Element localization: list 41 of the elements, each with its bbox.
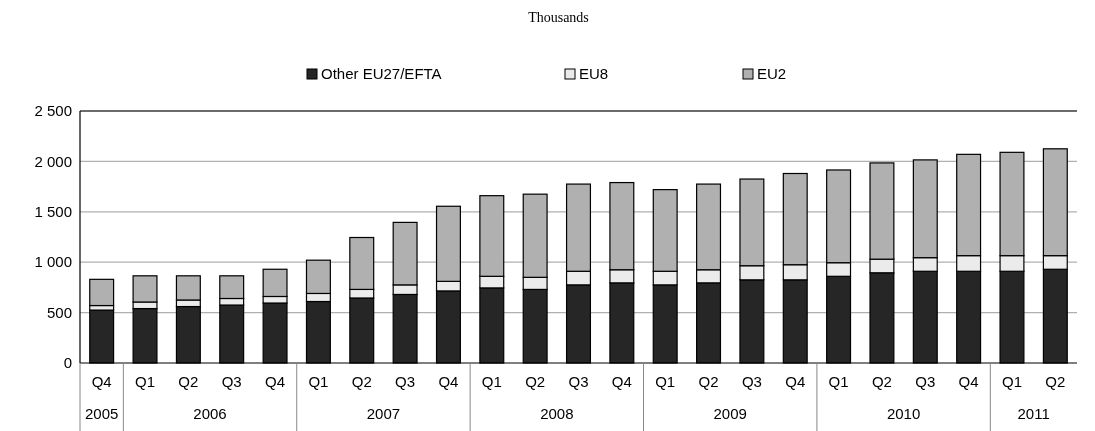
x-tick-label: Q3 bbox=[568, 373, 589, 390]
y-tick-label: 500 bbox=[46, 303, 72, 321]
x-tick-label: Q2 bbox=[1045, 373, 1066, 390]
x-tick-label: Q1 bbox=[1001, 373, 1022, 390]
x-tick-label: Q1 bbox=[481, 373, 502, 390]
x-tick-label: Q3 bbox=[221, 373, 242, 390]
text: 2006 bbox=[193, 405, 227, 422]
text: 2011 bbox=[1017, 405, 1050, 422]
text: 2008 bbox=[540, 405, 574, 422]
x-tick-label: Q4 bbox=[958, 373, 979, 390]
x-tick-label: Q2 bbox=[525, 373, 546, 390]
x-tick-label: Q3 bbox=[395, 373, 416, 390]
chart-title: Thousands bbox=[528, 10, 589, 25]
text: 2005 bbox=[84, 405, 119, 422]
x-tick-label: Q4 bbox=[611, 373, 632, 390]
x-tick-label: Q2 bbox=[178, 373, 199, 390]
x-tick-label: Q4 bbox=[438, 373, 459, 390]
text: 2009 bbox=[713, 405, 747, 422]
x-tick-label: Q2 bbox=[351, 373, 372, 390]
y-tick-label: 2 500 bbox=[34, 102, 72, 120]
x-tick-label: Q1 bbox=[135, 373, 156, 390]
text: 2007 bbox=[366, 405, 401, 422]
x-tick-label: Q2 bbox=[698, 373, 719, 390]
x-tick-label: Q4 bbox=[265, 373, 286, 390]
x-tick-label: Q4 bbox=[785, 373, 806, 390]
legend-label: EU8 bbox=[579, 65, 609, 82]
x-tick-label: Q1 bbox=[655, 373, 676, 390]
x-tick-label: Q3 bbox=[741, 373, 762, 390]
text: 2010 bbox=[886, 405, 921, 422]
y-tick-label: 1 500 bbox=[34, 203, 72, 221]
bar bbox=[89, 278, 115, 307]
legend-label: Other EU27/EFTA bbox=[321, 65, 442, 82]
x-tick-label: Q4 bbox=[91, 373, 112, 390]
legend-label: EU2 bbox=[757, 65, 787, 82]
y-tick-label: 1 000 bbox=[34, 253, 72, 271]
x-tick-label: Q1 bbox=[308, 373, 329, 390]
y-tick-label: 2 000 bbox=[34, 152, 72, 170]
x-tick-label: Q2 bbox=[871, 373, 892, 390]
y-tick-label: 0 bbox=[63, 354, 72, 372]
x-tick-label: Q3 bbox=[915, 373, 936, 390]
x-tick-label: Q1 bbox=[828, 373, 849, 390]
